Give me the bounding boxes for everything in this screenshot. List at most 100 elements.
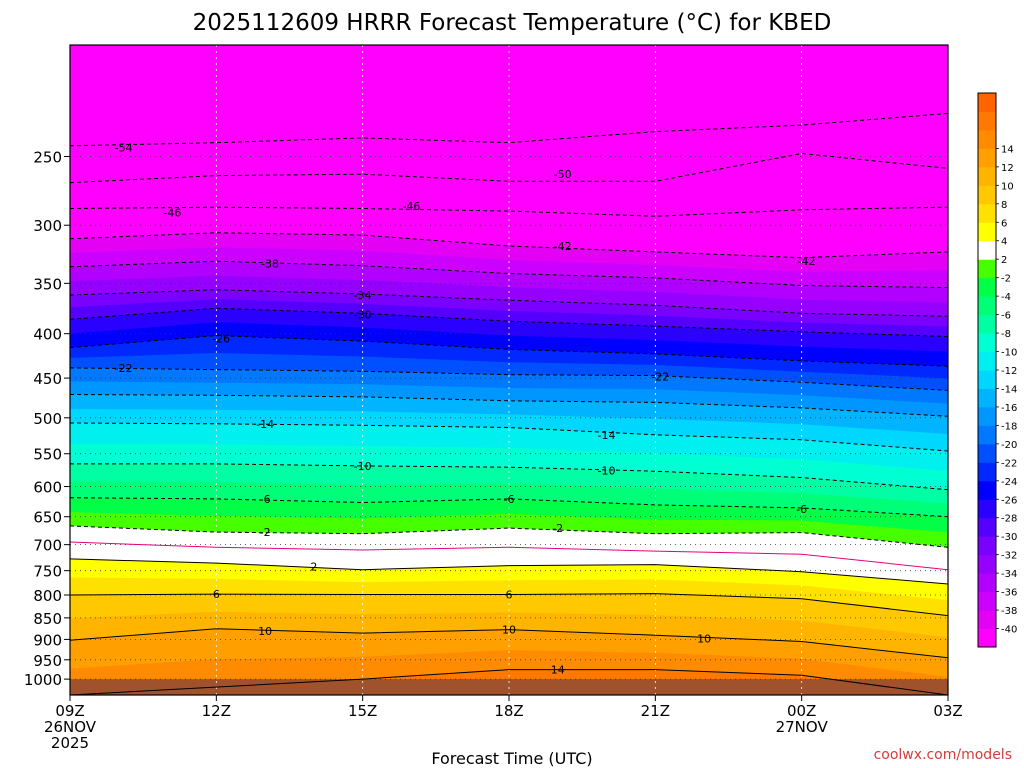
- contour-label: -42: [798, 255, 816, 268]
- colorbar-label: -26: [1001, 495, 1017, 506]
- colorbar-label: -24: [1001, 477, 1017, 488]
- colorbar-swatch: [978, 370, 996, 389]
- colorbar-swatch: [978, 554, 996, 574]
- colorbar-swatch: [978, 259, 996, 279]
- x-tick-label: 09Z: [55, 702, 84, 720]
- x-tick-label: 27NOV: [776, 718, 829, 736]
- colorbar-label: -28: [1001, 514, 1017, 525]
- colorbar-swatch: [978, 536, 996, 556]
- colorbar: -40-38-36-34-32-30-28-26-24-22-20-18-16-…: [977, 92, 1017, 648]
- x-tick-label: 2025: [51, 734, 89, 752]
- y-tick-label: 550: [33, 446, 62, 464]
- colorbar-label: -22: [1001, 458, 1017, 469]
- contour-label: -22: [115, 362, 133, 375]
- chart-title: 2025112609 HRRR Forecast Temperature (°C…: [193, 10, 832, 36]
- colorbar-label: -30: [1001, 532, 1017, 543]
- y-tick-label: 950: [33, 652, 62, 670]
- colorbar-label: 12: [1001, 163, 1014, 174]
- colorbar-swatch: [978, 610, 996, 630]
- colorbar-swatch: [978, 517, 996, 537]
- colorbar-label: -10: [1001, 348, 1017, 359]
- colorbar-label: -6: [1001, 311, 1011, 322]
- isotherm-line: [70, 206, 948, 217]
- isotherm-line: [70, 497, 948, 518]
- contour-label: -30: [354, 308, 372, 321]
- y-tick-label: 800: [33, 587, 62, 605]
- colorbar-label: 10: [1001, 181, 1014, 192]
- isotherm-line: [70, 541, 948, 571]
- colorbar-swatch: [978, 591, 996, 611]
- y-tick-label: 300: [33, 217, 62, 235]
- contour-label: -6: [796, 503, 807, 516]
- contour-label: -14: [256, 418, 274, 431]
- colorbar-swatch: [978, 480, 996, 500]
- colorbar-label: -20: [1001, 440, 1017, 451]
- isotherm-line: [70, 669, 948, 695]
- colorbar-label: 4: [1001, 237, 1007, 248]
- contour-label: -6: [504, 493, 515, 506]
- contour-label: 2: [310, 561, 317, 574]
- contour-label: -46: [163, 206, 181, 219]
- colorbar-swatch: [978, 296, 996, 316]
- colorbar-label: -16: [1001, 403, 1017, 414]
- y-tick-label: 350: [33, 275, 62, 293]
- contour-label: -26: [212, 332, 230, 345]
- isotherm-line: [70, 394, 948, 417]
- contour-label: -2: [552, 522, 563, 535]
- contour-label: -46: [402, 200, 420, 213]
- contour-label: 10: [258, 625, 272, 638]
- contour-label: -42: [554, 240, 572, 253]
- contour-label: -6: [260, 493, 271, 506]
- plot-area: -54-50-46-46-42-42-38-34-30-26-22-22-14-…: [69, 44, 949, 696]
- y-axis: 250 300 350 400 450 500 550 600 650 700 750 800 850 9…: [24, 148, 70, 689]
- x-tick-label: 00Z: [787, 702, 816, 720]
- colorbar-label: 8: [1001, 200, 1007, 211]
- contour-label: -34: [354, 289, 372, 302]
- x-axis-label: Forecast Time (UTC): [431, 749, 592, 768]
- y-tick-label: 900: [33, 631, 62, 649]
- colorbar-swatch: [978, 351, 996, 371]
- colorbar-label: -8: [1001, 329, 1011, 340]
- y-tick-label: 500: [33, 410, 62, 428]
- x-tick-label: 15Z: [348, 702, 377, 720]
- y-tick-label: 850: [33, 610, 62, 628]
- isotherm-lines: [70, 112, 948, 695]
- colorbar-swatch: [978, 129, 996, 149]
- y-tick-label: 700: [33, 537, 62, 555]
- y-tick-label: 400: [33, 326, 62, 344]
- isotherm-line: [70, 593, 948, 617]
- y-tick-label: 650: [33, 509, 62, 527]
- colorbar-swatch: [978, 628, 996, 648]
- colorbar-label: -12: [1001, 366, 1017, 377]
- x-tick-label: 03Z: [933, 702, 962, 720]
- colorbar-label: -4: [1001, 292, 1011, 303]
- y-tick-label: 450: [33, 370, 62, 388]
- colorbar-label: -2: [1001, 274, 1011, 285]
- contour-label: 6: [213, 588, 220, 601]
- colorbar-swatch: [978, 203, 996, 223]
- colorbar-label: -34: [1001, 569, 1017, 580]
- isotherm-line: [70, 558, 948, 585]
- colorbar-swatch: [978, 425, 996, 445]
- colorbar-label: -38: [1001, 606, 1017, 617]
- colorbar-swatch: [978, 166, 996, 186]
- colorbar-label: 2: [1001, 255, 1007, 266]
- colorbar-swatch: [978, 222, 996, 242]
- y-tick-label: 750: [33, 563, 62, 581]
- contour-label: -10: [354, 460, 372, 473]
- colorbar-label: 14: [1001, 144, 1014, 155]
- colorbar-label: -14: [1001, 384, 1017, 395]
- x-tick-label: 12Z: [202, 702, 231, 720]
- contour-label: -14: [598, 429, 616, 442]
- x-tick-label: 21Z: [641, 702, 670, 720]
- contour-label: 10: [697, 633, 711, 646]
- colorbar-swatch: [978, 499, 996, 519]
- contour-label: 6: [506, 589, 513, 602]
- colorbar-swatch: [978, 443, 996, 463]
- contour-label: 14: [551, 664, 565, 677]
- y-tick-label: 1000: [24, 671, 62, 689]
- colorbar-swatch: [978, 406, 996, 426]
- contour-label: -38: [261, 257, 279, 270]
